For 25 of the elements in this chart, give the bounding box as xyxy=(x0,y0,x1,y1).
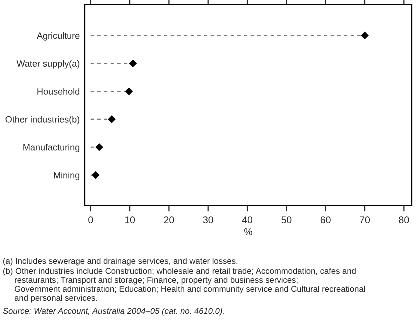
x-tick-label: 20 xyxy=(164,216,174,224)
x-axis-title: % xyxy=(244,228,252,236)
y-tick-label: Mining xyxy=(54,172,80,180)
point xyxy=(130,60,137,68)
y-tick-label: Other industries(b) xyxy=(6,116,80,125)
x-tick-label: 0 xyxy=(88,216,94,224)
x-tick-label: 10 xyxy=(125,216,136,224)
point xyxy=(96,144,104,152)
source-note: Source: Water Account, Australia 2004–05 (cat. no. 4610.0). xyxy=(3,308,224,316)
y-tick-label: Household xyxy=(38,88,80,95)
text: (b) Other industries include Construction; wholesale and retail trade; Accommodation, cafes and restaurants; Transport and storage; Finance, property and business services; Government administration; Education; Health and community service and Cultural recreational and personal services. xyxy=(4,268,366,303)
x-tick-label: 70 xyxy=(360,216,370,224)
x-tick-label: 60 xyxy=(320,216,331,224)
x-tick-label: 40 xyxy=(242,216,253,224)
y-tick-label: Water supply(a) xyxy=(16,60,80,69)
x-tick-label: 30 xyxy=(203,216,214,224)
x-tick-label: 50 xyxy=(282,216,292,224)
point xyxy=(361,32,369,40)
y-tick-label: Agriculture xyxy=(37,32,80,41)
x-tick-label: 80 xyxy=(399,216,410,224)
text: (a) Includes sewerage and drainage services, and water losses. xyxy=(4,258,238,266)
point xyxy=(92,172,100,179)
point xyxy=(108,116,116,124)
y-tick-label: Manufacturing xyxy=(24,144,80,153)
point xyxy=(126,88,133,96)
